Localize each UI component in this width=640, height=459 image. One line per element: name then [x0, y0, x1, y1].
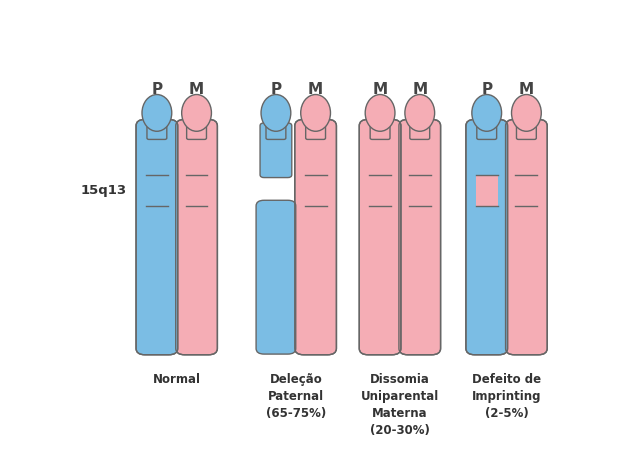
FancyBboxPatch shape: [260, 123, 292, 178]
Bar: [515, 175, 538, 206]
Bar: [369, 175, 391, 206]
Text: 15q13: 15q13: [81, 184, 127, 197]
FancyBboxPatch shape: [147, 123, 167, 140]
Text: M: M: [412, 83, 428, 97]
Bar: [186, 175, 207, 206]
FancyBboxPatch shape: [136, 119, 178, 355]
Text: M: M: [372, 83, 388, 97]
Text: P: P: [151, 83, 163, 97]
FancyBboxPatch shape: [477, 123, 497, 140]
Bar: [305, 175, 326, 206]
Ellipse shape: [142, 95, 172, 131]
Bar: [146, 175, 168, 206]
Ellipse shape: [405, 95, 435, 131]
Text: Normal: Normal: [153, 373, 201, 386]
Text: P: P: [481, 83, 492, 97]
FancyBboxPatch shape: [306, 123, 326, 140]
Text: M: M: [189, 83, 204, 97]
Text: Dissomia
Uniparental
Materna
(20-30%): Dissomia Uniparental Materna (20-30%): [361, 373, 439, 437]
FancyBboxPatch shape: [295, 119, 337, 355]
FancyBboxPatch shape: [506, 119, 547, 355]
Bar: [409, 175, 431, 206]
FancyBboxPatch shape: [176, 119, 218, 355]
Text: Deleção
Paternal
(65-75%): Deleção Paternal (65-75%): [266, 373, 326, 420]
Ellipse shape: [511, 95, 541, 131]
Ellipse shape: [301, 95, 330, 131]
Text: M: M: [308, 83, 323, 97]
FancyBboxPatch shape: [266, 123, 286, 140]
FancyBboxPatch shape: [466, 119, 508, 355]
Ellipse shape: [182, 95, 211, 131]
Ellipse shape: [365, 95, 395, 131]
FancyBboxPatch shape: [256, 200, 296, 354]
FancyBboxPatch shape: [516, 123, 536, 140]
Bar: [476, 175, 498, 206]
FancyBboxPatch shape: [399, 119, 440, 355]
Text: M: M: [519, 83, 534, 97]
Text: P: P: [270, 83, 282, 97]
Text: Defeito de
Imprinting
(2-5%): Defeito de Imprinting (2-5%): [472, 373, 541, 420]
Ellipse shape: [261, 95, 291, 131]
FancyBboxPatch shape: [370, 123, 390, 140]
FancyBboxPatch shape: [410, 123, 429, 140]
FancyBboxPatch shape: [187, 123, 207, 140]
FancyBboxPatch shape: [359, 119, 401, 355]
Ellipse shape: [472, 95, 502, 131]
